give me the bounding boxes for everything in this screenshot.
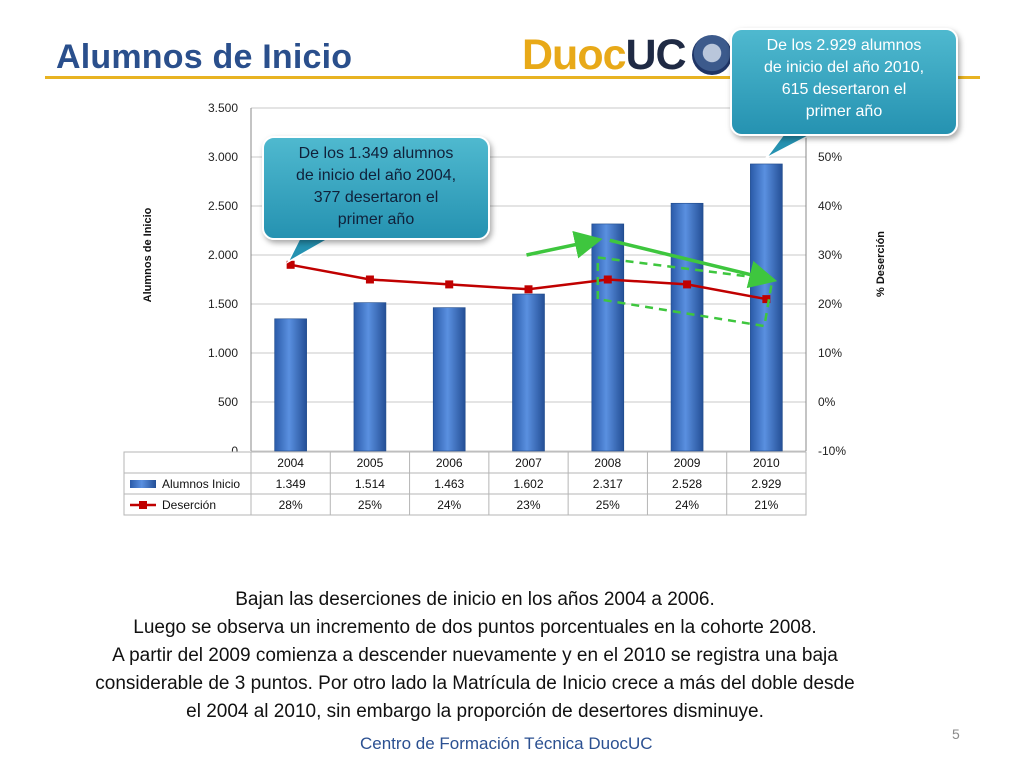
table-alumnos-2008: 2.317 [593, 477, 623, 491]
bar-2005 [353, 302, 387, 452]
bar-2004 [274, 318, 307, 452]
caption-line-1: Bajan las deserciones de inicio en los a… [235, 589, 715, 610]
desertion-marker-2004 [286, 260, 295, 269]
y2-tick-label: 0% [818, 395, 836, 409]
callout-2010-line-4: primer año [805, 103, 883, 120]
desertion-marker-2010 [762, 295, 771, 304]
desertion-marker-2008 [603, 275, 612, 284]
caption-line-3: A partir del 2009 comienza a descender n… [112, 645, 838, 666]
y-tick-label: 2.500 [208, 199, 238, 213]
table-year-2008: 2008 [594, 456, 621, 470]
table-alumnos-2007: 1.602 [513, 477, 543, 491]
table-year-2007: 2007 [515, 456, 542, 470]
page-number: 5 [952, 726, 960, 742]
y2-axis-title: % Deserción [875, 231, 887, 297]
table-alumnos-2005: 1.514 [355, 477, 385, 491]
desertion-marker-2007 [524, 285, 533, 294]
callout-2010: De los 2.929 alumnos de inicio del año 2… [730, 28, 958, 136]
trend-down-arrow [609, 238, 778, 289]
table-year-2010: 2010 [753, 456, 780, 470]
callout-2010-line-1: De los 2.929 alumnos [766, 37, 922, 54]
logo-text-uc: UC [625, 30, 687, 79]
callout-2004-line-1: De los 1.349 alumnos [298, 145, 454, 162]
callout-2010-line-2: de inicio del año 2010, [763, 59, 925, 76]
callout-2004-line-3: 377 desertaron el [313, 189, 439, 206]
desertion-marker-2005 [365, 275, 374, 284]
bar-2010 [750, 163, 783, 452]
table-desercion-2009: 24% [675, 498, 699, 512]
table-desercion-2010: 21% [754, 498, 778, 512]
y2-tick-label: 30% [818, 248, 842, 262]
duocuc-logo: Duoc UC [522, 30, 732, 80]
table-desercion-2006: 24% [437, 498, 461, 512]
table-alumnos-2009: 2.528 [672, 477, 702, 491]
table-alumnos-2010: 2.929 [751, 477, 781, 491]
data-table [123, 451, 807, 516]
caption-line-5: el 2004 al 2010, sin embargo la proporci… [186, 701, 764, 722]
table-year-2005: 2005 [357, 456, 384, 470]
legend-key-alumnos [130, 480, 156, 488]
y2-tick-label: 10% [818, 346, 842, 360]
y-tick-label: 1.500 [208, 297, 238, 311]
table-desercion-2005: 25% [358, 498, 382, 512]
table-year-2006: 2006 [436, 456, 463, 470]
trend-band [596, 256, 774, 328]
legend-label-desercion: Deserción [162, 498, 216, 512]
bar-2009 [670, 202, 704, 452]
slide-title: Alumnos de Inicio [56, 38, 353, 76]
callout-2010-line-3: 615 desertaron el [781, 81, 907, 98]
table-year-2009: 2009 [674, 456, 701, 470]
table-desercion-2007: 23% [516, 498, 540, 512]
uc-seal-icon [691, 35, 732, 75]
callout-2004: De los 1.349 alumnos de inicio del año 2… [262, 136, 490, 240]
caption-line-4: considerable de 3 puntos. Por otro lado … [95, 673, 855, 694]
trend-up-arrow [526, 230, 603, 259]
legend-key-desercion-marker [139, 501, 147, 509]
y-tick-label: 1.000 [208, 346, 238, 360]
title-underline [45, 76, 980, 79]
y-tick-label: 2.000 [208, 248, 238, 262]
table-alumnos-2006: 1.463 [434, 477, 464, 491]
caption-line-2: Luego se observa un incremento de dos pu… [133, 617, 817, 638]
bar-2007 [512, 293, 545, 452]
y2-tick-label: 20% [818, 297, 842, 311]
y2-tick-label: -10% [818, 444, 846, 458]
table-alumnos-2004: 1.349 [276, 477, 306, 491]
callout-2004-line-4: primer año [337, 211, 415, 228]
bar-2006 [432, 307, 466, 452]
y-tick-label: 500 [218, 395, 238, 409]
table-desercion-2008: 25% [596, 498, 620, 512]
desertion-marker-2009 [683, 280, 692, 289]
logo-text-duoc: Duoc [522, 30, 626, 79]
desertion-marker-2006 [445, 280, 454, 289]
legend-label-alumnos: Alumnos Inicio [162, 477, 240, 491]
table-year-2004: 2004 [277, 456, 304, 470]
y-tick-label: 3.000 [208, 150, 238, 164]
slide-caption: Bajan las deserciones de inicio en los a… [40, 586, 910, 726]
footer-text: Centro de Formación Técnica DuocUC [360, 734, 653, 753]
table-desercion-2004: 28% [279, 498, 303, 512]
callout-2004-line-2: de inicio del año 2004, [295, 167, 457, 184]
bar-2008 [591, 223, 625, 452]
y-axis-title: Alumnos de Inicio [142, 207, 154, 302]
y2-tick-label: 40% [818, 199, 842, 213]
y-tick-label: 3.500 [208, 101, 238, 115]
y-tick-label: 0 [231, 444, 238, 458]
y2-tick-label: 50% [818, 150, 842, 164]
